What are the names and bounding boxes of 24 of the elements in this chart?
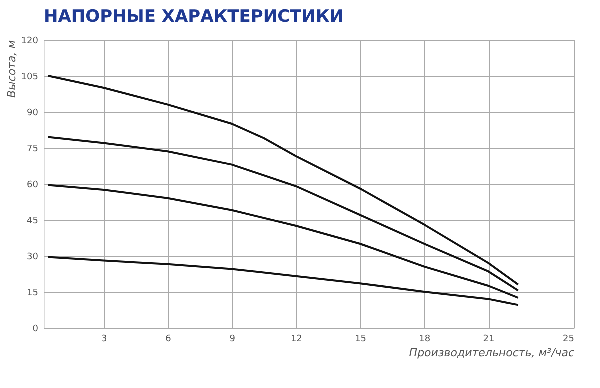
x-axis-title: Производительность, м³/час xyxy=(409,346,574,360)
y-tick-label: 0 xyxy=(32,324,39,334)
line-series xyxy=(47,136,520,292)
y-tick-label: 45 xyxy=(27,216,38,226)
x-tick-label: 21 xyxy=(483,334,495,344)
line-series xyxy=(47,256,520,306)
x-tick-label: 15 xyxy=(355,334,367,344)
y-tick-label: 90 xyxy=(27,108,39,118)
y-tick-label: 75 xyxy=(27,144,38,154)
y-tick-label: 105 xyxy=(21,72,38,82)
x-tick-label: 3 xyxy=(101,334,108,344)
x-tick-label: 18 xyxy=(419,334,431,344)
y-tick-label: 120 xyxy=(21,36,39,46)
chart-title: НАПОРНЫЕ ХАРАКТЕРИСТИКИ xyxy=(44,7,344,27)
x-tick-label: 9 xyxy=(230,334,236,344)
y-tick-label: 60 xyxy=(27,180,39,190)
y-axis-title: Высота, м xyxy=(5,40,18,98)
line-series xyxy=(47,75,520,286)
x-tick-label: 25 xyxy=(563,334,574,344)
x-tick-label: 12 xyxy=(290,334,302,344)
x-tick-label: 6 xyxy=(166,334,172,344)
y-tick-label: 15 xyxy=(27,288,38,298)
line-series xyxy=(47,184,520,299)
y-tick-label: 30 xyxy=(27,252,39,262)
